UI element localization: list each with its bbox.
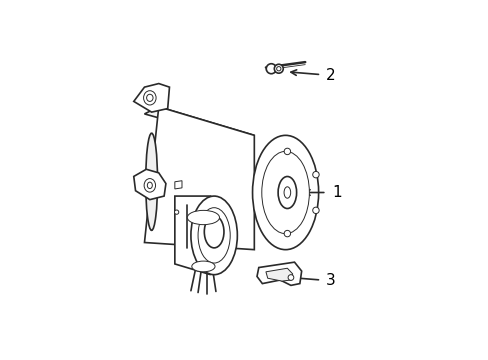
Ellipse shape: [278, 176, 296, 208]
Ellipse shape: [266, 64, 276, 74]
Ellipse shape: [191, 261, 215, 272]
Ellipse shape: [144, 179, 155, 192]
Text: 1: 1: [331, 185, 341, 200]
Polygon shape: [175, 181, 182, 189]
Ellipse shape: [204, 216, 224, 248]
Ellipse shape: [312, 207, 319, 213]
Polygon shape: [134, 84, 169, 112]
Ellipse shape: [147, 182, 152, 189]
Ellipse shape: [312, 171, 319, 178]
Text: 3: 3: [325, 273, 335, 288]
Ellipse shape: [143, 91, 156, 105]
Polygon shape: [175, 196, 210, 275]
Ellipse shape: [284, 230, 290, 237]
Polygon shape: [144, 107, 254, 143]
Ellipse shape: [198, 208, 230, 263]
Ellipse shape: [252, 135, 318, 249]
Polygon shape: [265, 268, 292, 281]
Ellipse shape: [287, 275, 293, 280]
Ellipse shape: [274, 64, 283, 73]
Text: 2: 2: [325, 68, 335, 83]
Polygon shape: [134, 169, 165, 200]
Ellipse shape: [145, 133, 157, 230]
Ellipse shape: [187, 210, 219, 225]
Ellipse shape: [284, 187, 290, 198]
Ellipse shape: [261, 151, 309, 234]
Polygon shape: [257, 262, 301, 285]
Ellipse shape: [174, 210, 179, 214]
Polygon shape: [144, 107, 254, 249]
Ellipse shape: [146, 94, 153, 102]
Ellipse shape: [190, 196, 237, 275]
Ellipse shape: [284, 148, 290, 155]
Ellipse shape: [276, 67, 281, 71]
